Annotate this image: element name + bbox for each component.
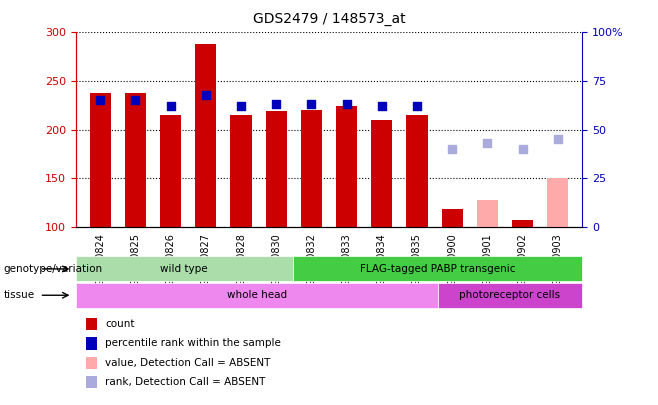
Point <box>95 97 105 104</box>
Text: FLAG-tagged PABP transgenic: FLAG-tagged PABP transgenic <box>360 264 515 274</box>
Point <box>271 101 282 108</box>
Point <box>342 101 352 108</box>
Point <box>482 140 493 147</box>
Text: value, Detection Call = ABSENT: value, Detection Call = ABSENT <box>105 358 270 368</box>
Bar <box>230 115 251 227</box>
Text: rank, Detection Call = ABSENT: rank, Detection Call = ABSENT <box>105 377 266 387</box>
Point <box>376 103 387 109</box>
Bar <box>266 111 287 227</box>
Bar <box>195 44 216 227</box>
Bar <box>547 178 569 227</box>
Text: count: count <box>105 319 135 329</box>
Bar <box>160 115 181 227</box>
Point <box>306 101 316 108</box>
Point <box>236 103 246 109</box>
Text: genotype/variation: genotype/variation <box>3 264 103 274</box>
Text: percentile rank within the sample: percentile rank within the sample <box>105 339 281 348</box>
Point <box>201 92 211 98</box>
Point <box>553 136 563 143</box>
Bar <box>512 220 533 227</box>
Bar <box>336 106 357 227</box>
Point <box>447 146 457 152</box>
Point <box>130 97 141 104</box>
Point <box>165 103 176 109</box>
Bar <box>301 110 322 227</box>
Bar <box>477 200 498 227</box>
Point <box>517 146 528 152</box>
Text: wild type: wild type <box>161 264 208 274</box>
Text: photoreceptor cells: photoreceptor cells <box>459 290 561 300</box>
Bar <box>89 93 111 227</box>
Bar <box>407 115 428 227</box>
Text: tissue: tissue <box>3 290 34 300</box>
Point <box>412 103 422 109</box>
Bar <box>125 93 146 227</box>
Bar <box>442 209 463 227</box>
Text: GDS2479 / 148573_at: GDS2479 / 148573_at <box>253 12 405 26</box>
Text: whole head: whole head <box>226 290 287 300</box>
Bar <box>371 120 392 227</box>
